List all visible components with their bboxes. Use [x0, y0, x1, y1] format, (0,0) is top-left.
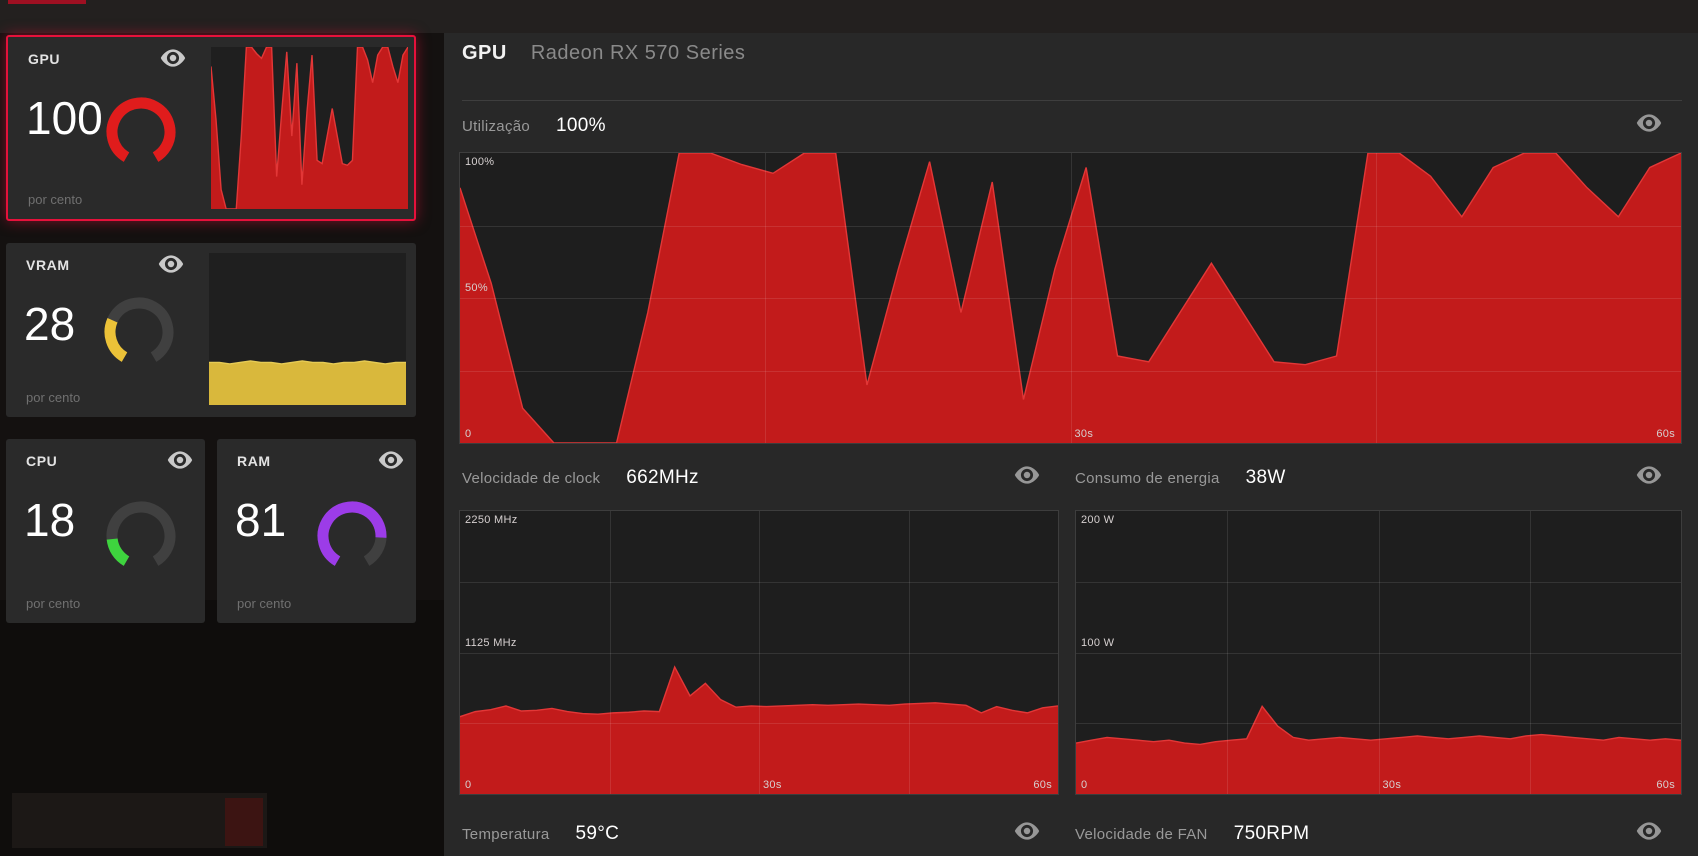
ram-gauge	[317, 501, 387, 571]
axis-label: 0	[1081, 779, 1088, 791]
visibility-eye-icon[interactable]	[158, 255, 184, 273]
vram-metric-card[interactable]: VRAM 28 por cento	[6, 243, 416, 417]
axis-label: 60s	[1656, 779, 1675, 791]
vram-sparkline	[209, 253, 406, 405]
axis-label: 60s	[1656, 428, 1675, 440]
fan-value: 750RPM	[1233, 823, 1310, 844]
fan-header: Velocidade de FAN 750RPM	[1075, 820, 1309, 848]
cpu-gauge	[106, 501, 176, 571]
axis-label: 100%	[465, 156, 495, 168]
visibility-eye-icon[interactable]	[160, 49, 186, 67]
clock-eye-icon[interactable]	[1014, 466, 1040, 484]
axis-label: 100 W	[1081, 636, 1115, 649]
axis-label: 60s	[1033, 779, 1052, 791]
card-value: 18	[24, 494, 76, 546]
header-divider	[462, 100, 1682, 101]
card-unit: por cento	[26, 596, 81, 611]
utilization-chart: 100% 50% 0 30s 60s	[459, 152, 1682, 444]
active-tab-indicator	[8, 0, 86, 4]
axis-label: 30s	[1074, 428, 1094, 440]
card-unit: por cento	[26, 390, 81, 405]
backdrop-patch	[12, 793, 267, 848]
clock-header: Velocidade de clock 662MHz	[462, 464, 699, 492]
axis-label: 30s	[1382, 779, 1402, 791]
power-value: 38W	[1245, 467, 1286, 488]
clock-chart: 2250 MHz 1125 MHz 0 30s 60s	[459, 510, 1059, 795]
utilization-label: Utilização	[462, 117, 531, 135]
ram-metric-card[interactable]: RAM 81 por cento	[217, 439, 416, 623]
card-unit: por cento	[237, 596, 292, 611]
temperature-eye-icon[interactable]	[1014, 822, 1040, 840]
card-title: GPU	[28, 51, 61, 67]
axis-label: 1125 MHz	[465, 636, 517, 649]
temperature-header: Temperatura 59°C	[462, 820, 619, 848]
gpu-sparkline	[211, 47, 408, 209]
utilization-eye-icon[interactable]	[1636, 114, 1662, 132]
fan-label: Velocidade de FAN	[1075, 825, 1208, 843]
axis-label: 30s	[763, 779, 782, 791]
power-label: Consumo de energia	[1075, 469, 1220, 487]
axis-label: 0	[465, 779, 472, 791]
card-value: 28	[24, 298, 76, 350]
vram-gauge	[104, 297, 174, 367]
card-unit: por cento	[28, 192, 83, 207]
clock-value: 662MHz	[626, 467, 699, 488]
axis-label: 2250 MHz	[465, 514, 518, 526]
backdrop-top-strip	[0, 0, 1698, 33]
gpu-metric-card[interactable]: GPU 100 por cento	[6, 35, 416, 221]
card-title: VRAM	[26, 257, 70, 273]
card-title: CPU	[26, 453, 58, 469]
gpu-model-subtitle: Radeon RX 570 Series	[530, 42, 746, 64]
gpu-gauge	[106, 97, 176, 167]
cpu-metric-card[interactable]: CPU 18 por cento	[6, 439, 205, 623]
axis-label: 0	[465, 428, 472, 440]
axis-label: 50%	[465, 282, 488, 294]
temperature-value: 59°C	[575, 823, 620, 844]
backdrop-patch	[225, 798, 263, 846]
power-eye-icon[interactable]	[1636, 466, 1662, 484]
card-value: 100	[26, 92, 103, 144]
visibility-eye-icon[interactable]	[378, 451, 404, 469]
card-title: RAM	[237, 453, 271, 469]
panel-header: GPU Radeon RX 570 Series	[462, 42, 745, 65]
axis-label: 200 W	[1081, 514, 1115, 526]
clock-label: Velocidade de clock	[462, 469, 601, 487]
power-header: Consumo de energia 38W	[1075, 464, 1286, 492]
temperature-label: Temperatura	[462, 825, 550, 843]
visibility-eye-icon[interactable]	[167, 451, 193, 469]
utilization-value: 100%	[556, 115, 606, 136]
fan-eye-icon[interactable]	[1636, 822, 1662, 840]
card-value: 81	[235, 494, 287, 546]
page-title: GPU	[462, 42, 507, 64]
utilization-header: Utilização 100%	[462, 112, 606, 140]
power-chart: 200 W 100 W 0 30s 60s	[1075, 510, 1682, 795]
